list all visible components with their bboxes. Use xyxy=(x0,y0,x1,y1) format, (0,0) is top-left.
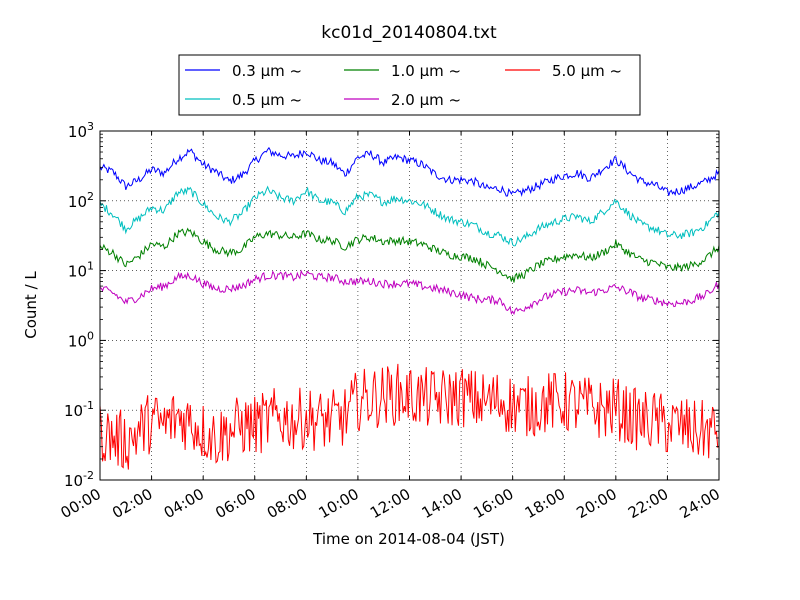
y-tick-label: 102 xyxy=(68,190,94,211)
plot-series xyxy=(99,146,720,470)
series-line xyxy=(99,185,720,247)
legend-label: 0.3 μm ~ xyxy=(232,62,302,80)
chart-title: kc01d_20140804.txt xyxy=(321,23,497,43)
legend: 0.3 μm ~ 0.5 μm ~ 1.0 μm ~ 2.0 μm ~ 5.0 μm ~ xyxy=(178,54,641,116)
legend-label: 5.0 μm ~ xyxy=(552,62,622,80)
axis-ticks xyxy=(99,130,720,481)
series-line xyxy=(99,146,720,198)
legend-label: 1.0 μm ~ xyxy=(391,62,461,80)
y-tick-label: 10-2 xyxy=(64,469,94,490)
series-line xyxy=(99,269,720,316)
y-tick-label: 101 xyxy=(68,260,94,281)
y-axis-label: Count / L xyxy=(22,271,40,339)
legend-label: 2.0 μm ~ xyxy=(391,91,461,109)
series-line xyxy=(99,227,720,283)
series-line xyxy=(99,363,720,470)
y-tick-label: 100 xyxy=(68,329,94,350)
legend-label: 0.5 μm ~ xyxy=(232,91,302,109)
y-tick-label: 10-1 xyxy=(64,399,94,420)
y-tick-labels: 10-2 10-1 100 101 102 103 xyxy=(64,120,94,490)
y-tick-label: 103 xyxy=(68,120,94,141)
legend-box xyxy=(178,54,641,116)
x-axis-label: Time on 2014-08-04 (JST) xyxy=(312,530,505,548)
